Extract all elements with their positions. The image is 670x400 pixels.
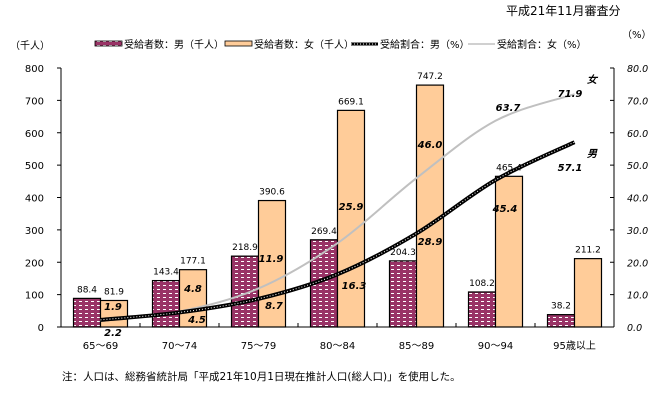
female-count-label: 390.6 bbox=[259, 188, 285, 198]
female-rate-label: 71.9 bbox=[558, 89, 583, 100]
category-label: 95歳以上 bbox=[553, 340, 596, 352]
category-label: 85～89 bbox=[399, 341, 434, 352]
footnote: 注：人口は、総務省統計局「平成21年10月1日現在推計人口(総人口)」を使用した… bbox=[62, 371, 461, 383]
male-count-bar bbox=[230, 255, 260, 328]
right-tick-label: 60.0 bbox=[627, 129, 648, 140]
right-tick-label: 40.0 bbox=[627, 194, 648, 205]
female-rate-label: 11.9 bbox=[259, 254, 284, 265]
left-tick-label: 400 bbox=[25, 194, 44, 205]
male-rate-line-dots bbox=[100, 141, 575, 321]
subtitle: 平成21年11月審査分 bbox=[506, 4, 621, 18]
male-rate-label: 16.3 bbox=[342, 281, 367, 292]
right-tick-label: 0.0 bbox=[627, 323, 642, 334]
female-rate-label: 63.7 bbox=[496, 103, 521, 114]
left-tick-label: 200 bbox=[25, 258, 44, 269]
left-tick-label: 600 bbox=[25, 129, 44, 140]
female-count-label: 747.2 bbox=[417, 72, 443, 82]
male-count-label: 204.3 bbox=[390, 248, 416, 258]
category-label: 80～84 bbox=[320, 341, 355, 352]
male-rate-label: 57.1 bbox=[558, 163, 583, 174]
female-count-label: 81.9 bbox=[104, 287, 124, 297]
male-rate-label: 2.2 bbox=[104, 328, 122, 339]
female-count-bar bbox=[415, 84, 445, 328]
left-tick-label: 700 bbox=[25, 96, 44, 107]
male-count-label: 88.4 bbox=[77, 285, 97, 295]
legend-female-count-label: 受給者数：女（千人） bbox=[254, 38, 354, 51]
right-tick-label: 70.0 bbox=[627, 96, 648, 107]
female-rate-label: 46.0 bbox=[417, 140, 443, 151]
left-tick-label: 800 bbox=[25, 64, 44, 75]
category-label: 65～69 bbox=[83, 341, 118, 352]
right-tick-label: 20.0 bbox=[627, 258, 648, 269]
female-count-bar bbox=[573, 258, 603, 328]
male-count-label: 269.4 bbox=[311, 227, 337, 237]
male-rate-label: 45.4 bbox=[492, 204, 518, 215]
female-end-label: 女 bbox=[587, 74, 599, 86]
category-label: 70～74 bbox=[162, 341, 197, 352]
female-rate-label: 1.9 bbox=[104, 302, 122, 313]
male-count-label: 108.2 bbox=[469, 279, 495, 289]
female-count-bar bbox=[257, 199, 287, 328]
female-count-bar bbox=[99, 299, 129, 328]
male-count-bar bbox=[151, 279, 181, 328]
male-count-label: 143.4 bbox=[153, 268, 179, 278]
male-rate-label: 28.9 bbox=[418, 237, 443, 248]
legend-female-count-swatch bbox=[224, 40, 253, 47]
category-label: 75～79 bbox=[241, 341, 276, 352]
female-count-label: 211.2 bbox=[575, 246, 601, 256]
male-count-label: 218.9 bbox=[232, 243, 258, 253]
female-count-label: 669.1 bbox=[338, 97, 364, 107]
category-label: 90～94 bbox=[478, 341, 513, 352]
male-count-bar bbox=[467, 291, 497, 328]
right-tick-label: 10.0 bbox=[627, 291, 648, 302]
left-tick-label: 0 bbox=[38, 323, 44, 334]
male-rate-label: 8.7 bbox=[265, 301, 283, 312]
legend-male-count-swatch bbox=[94, 40, 123, 47]
right-tick-label: 50.0 bbox=[627, 161, 648, 172]
male-count-bar bbox=[546, 314, 576, 328]
legend-female-rate-label: 受給割合：女（%） bbox=[497, 38, 587, 51]
male-count-bar bbox=[72, 297, 102, 328]
left-axis-unit: （千人） bbox=[10, 40, 50, 52]
female-count-bar bbox=[494, 175, 524, 328]
female-rate-label: 4.8 bbox=[183, 284, 202, 295]
legend-male-rate-label: 受給割合：男（%） bbox=[380, 38, 470, 51]
left-tick-label: 500 bbox=[25, 161, 44, 172]
legend-male-count-label: 受給者数：男（千人） bbox=[124, 38, 224, 51]
female-rate-label: 25.9 bbox=[339, 202, 364, 213]
female-count-bar bbox=[336, 109, 366, 328]
female-count-bar bbox=[178, 269, 208, 328]
left-tick-label: 300 bbox=[25, 226, 44, 237]
male-count-label: 38.2 bbox=[551, 302, 571, 312]
left-tick-label: 100 bbox=[25, 291, 44, 302]
male-count-bar bbox=[388, 260, 418, 328]
right-tick-label: 80.0 bbox=[627, 64, 648, 75]
female-count-label: 177.1 bbox=[180, 257, 206, 267]
female-count-label: 465.4 bbox=[496, 163, 522, 173]
male-end-label: 男 bbox=[587, 148, 598, 160]
right-tick-label: 30.0 bbox=[627, 226, 648, 237]
right-axis-unit: （%） bbox=[622, 29, 652, 41]
legend: 受給者数：男（千人） 受給者数：女（千人） 受給割合：男（%） 受給割合：女（%） bbox=[94, 38, 587, 51]
male-rate-label: 4.5 bbox=[187, 315, 206, 326]
